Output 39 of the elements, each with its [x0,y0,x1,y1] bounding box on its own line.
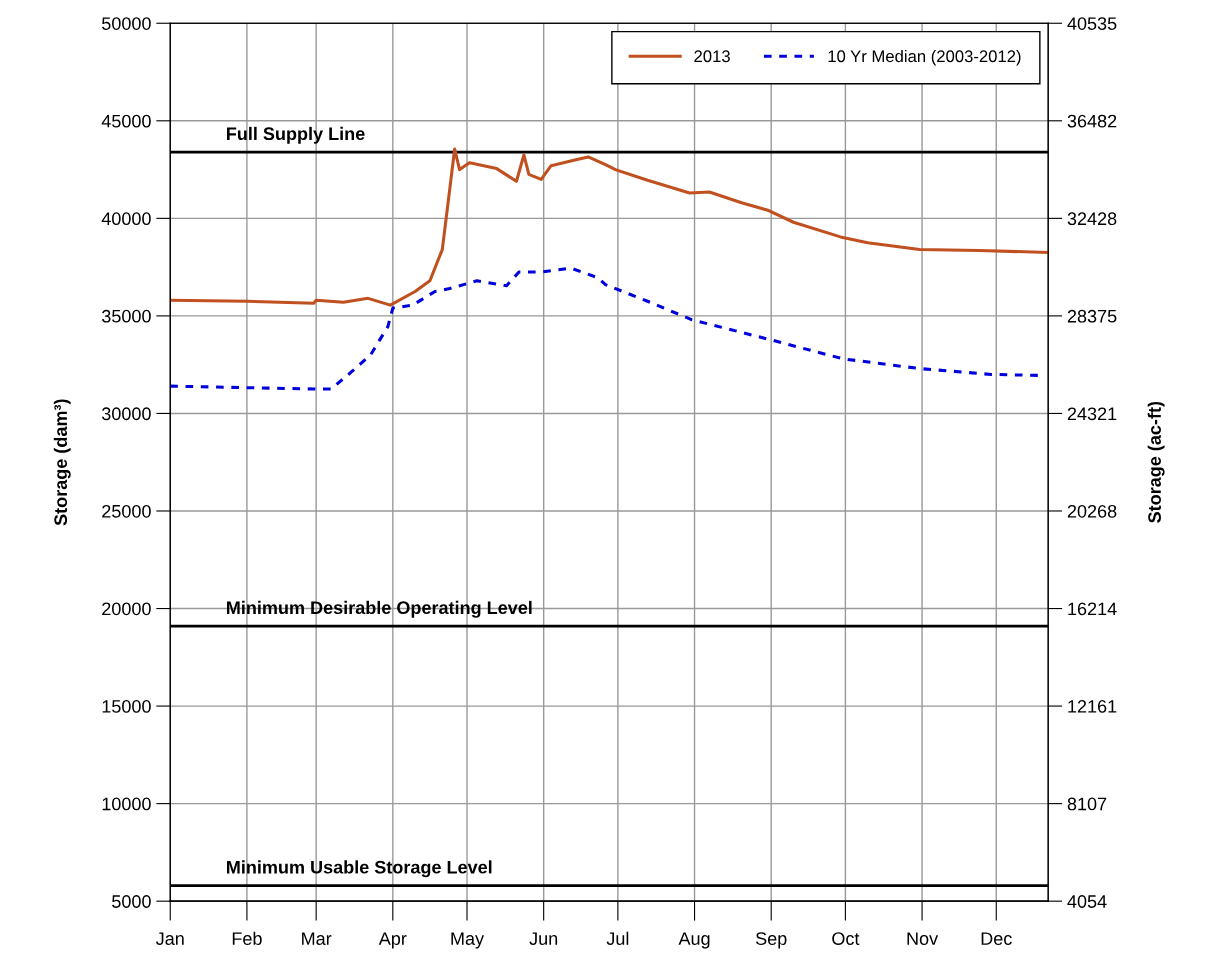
y-tick-label: 50000 [102,17,151,30]
y2-axis-title: Storage (ac-ft) [1147,401,1165,523]
x-tick-label: Mar [302,932,332,945]
y2-tick-label: 36482 [1067,114,1117,128]
y2-tick-label: 24321 [1067,407,1117,421]
x-tick-label: Oct [832,932,860,945]
y2-tick-label: 32428 [1067,212,1117,226]
y-tick-label: 5000 [112,895,151,908]
y2-tick-label: 20268 [1067,504,1117,518]
y2-tick-label: 16214 [1068,602,1117,616]
y-tick-label: 15000 [102,700,151,713]
y-tick-label: 20000 [102,602,151,616]
y-tick-label: 10000 [102,797,151,811]
x-tick-label: Nov [907,932,939,945]
ref-line-label: Minimum Desirable Operating Level [227,600,532,618]
y-tick-label: 40000 [101,212,151,226]
y-tick-label: 35000 [101,309,151,323]
ref-line-label: Full Supply Line [227,126,365,144]
y2-tick-label: 12161 [1068,700,1117,713]
y-tick-label: 25000 [102,504,151,518]
legend-label: 10 Yr Median (2003-2012) [828,49,1021,66]
x-tick-label: Jun [529,932,558,945]
x-tick-label: Sep [755,932,787,949]
y2-tick-label: 8107 [1067,797,1107,811]
y2-tick-label: 4054 [1067,895,1107,908]
y-axis-title: Storage (dam³) [53,399,71,526]
x-tick-label: Jan [155,932,184,945]
legend-label: 2013 [694,50,730,63]
x-tick-label: Aug [678,932,710,949]
ref-line-label: Minimum Usable Storage Level [227,860,492,878]
y2-tick-label: 40535 [1067,17,1117,30]
x-tick-label: Dec [981,932,1012,945]
x-tick-label: May [451,932,485,949]
y-tick-label: 45000 [101,114,151,128]
x-tick-label: Apr [378,932,407,949]
x-tick-label: Jul [606,931,629,945]
y-tick-label: 30000 [101,407,151,421]
x-tick-label: Feb [232,931,262,945]
y2-tick-label: 28375 [1067,309,1117,323]
